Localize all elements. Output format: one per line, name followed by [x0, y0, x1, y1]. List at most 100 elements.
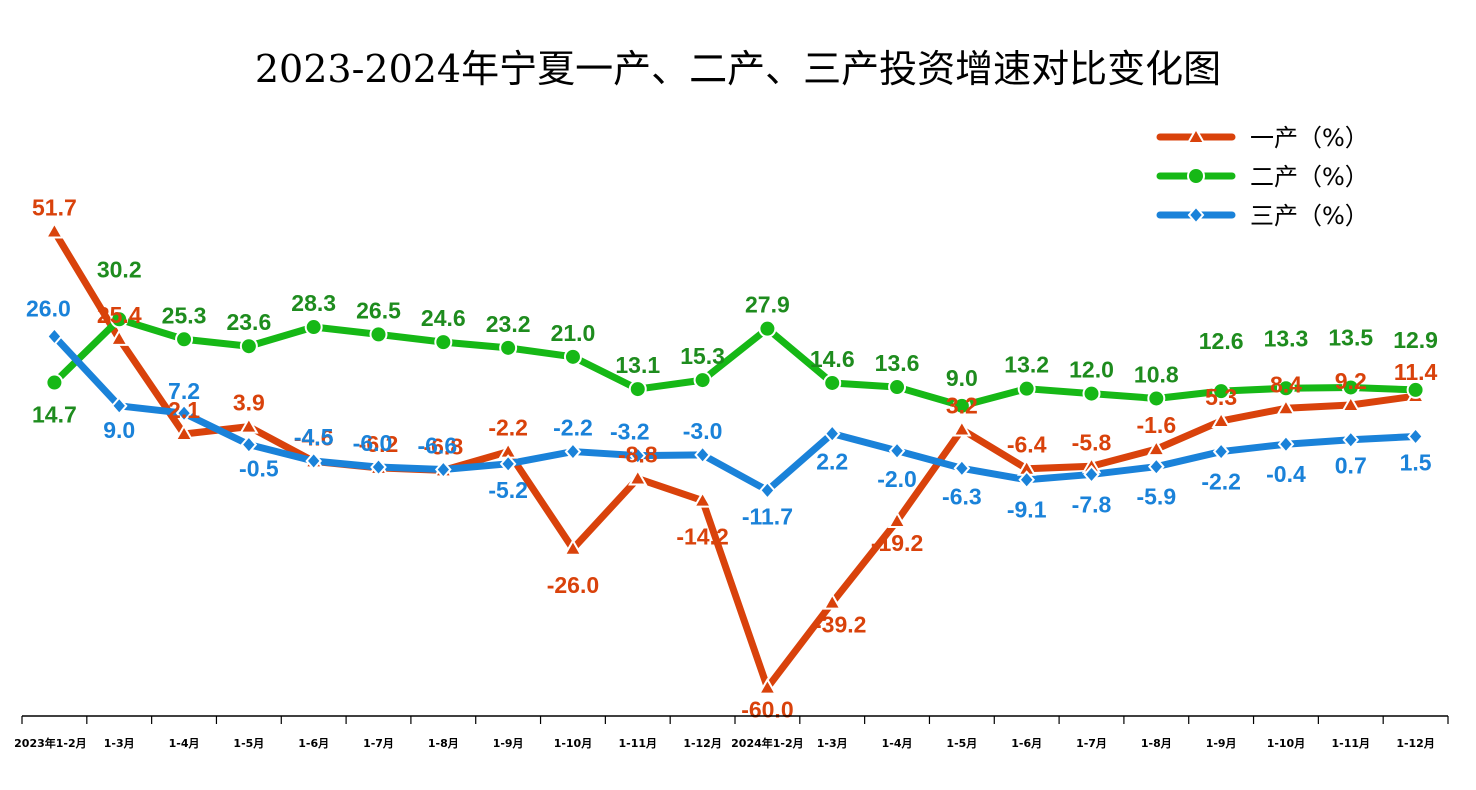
series-2-data-label: 12.9: [1393, 327, 1438, 353]
series-3-data-label: 2.2: [816, 449, 848, 475]
series-3-point: [1212, 442, 1230, 462]
series-3-data-label: -5.9: [1136, 484, 1176, 510]
series-3-point: [240, 435, 258, 455]
series-1-data-label: -6.4: [1007, 432, 1047, 458]
legend-swatch-marker: [1186, 126, 1206, 144]
series-1-data-label: 5.3: [1205, 384, 1237, 410]
series-1-data-label: -5.8: [1072, 429, 1112, 455]
series-3-data-label: -3.2: [610, 419, 650, 445]
series-1-data-label: -2.2: [488, 415, 528, 441]
series-3-point: [1083, 464, 1100, 484]
series-2-data-label: 25.3: [162, 302, 207, 328]
series-2-point: [434, 333, 453, 352]
series-3-point: [434, 460, 452, 480]
series-1-point: [628, 468, 648, 486]
series-3-data-label: -3.0: [683, 418, 723, 444]
series-3-point: [759, 480, 776, 500]
series-3-point: [888, 441, 906, 461]
series-2-point: [1406, 380, 1425, 399]
series-1-point: [44, 221, 65, 239]
x-tick-label: 1-11月: [1332, 737, 1371, 750]
series-1-point: [952, 419, 972, 437]
series-3-data-label: -0.4: [1266, 461, 1306, 487]
series-2-data-label: 12.6: [1199, 328, 1244, 354]
x-tick-label: 1-11月: [619, 737, 658, 750]
series-2-point: [888, 378, 907, 397]
series-2-data-label: 23.2: [486, 311, 531, 337]
series-2-point: [628, 380, 647, 399]
series-3-data-label: -6.6: [417, 433, 457, 459]
series-1-data-label: 9.2: [1335, 368, 1367, 394]
series-3-point: [1147, 457, 1165, 477]
series-2-point: [304, 318, 323, 337]
series-line-3: [50, 332, 1420, 494]
series-3-point: [1342, 430, 1360, 450]
x-tick-label: 1-3月: [817, 737, 848, 750]
series-3-data-label: 9.0: [103, 417, 135, 443]
legend-entry-label: 一产（%）: [1250, 124, 1369, 152]
series-2-point: [1082, 384, 1101, 403]
series-1-point: [1211, 410, 1231, 428]
series-2-data-label: 13.2: [1004, 352, 1049, 378]
x-tick-label: 1-8月: [428, 737, 459, 750]
x-tick-label: 1-4月: [169, 737, 200, 750]
series-3-data-label: 1.5: [1400, 449, 1432, 475]
series-2-point: [45, 373, 64, 392]
series-1-data-label: 11.4: [1394, 359, 1438, 385]
series-1-point: [1276, 398, 1296, 416]
series-3-data-label: -6.3: [942, 483, 982, 509]
x-axis: 2023年1-2月 1-3月 1-4月 1-5月 1-6月 1-7月 1-8月 1-9月 1-1…: [14, 715, 1449, 750]
series-2-point: [369, 325, 388, 344]
series-1-data-label: -60.0: [741, 697, 793, 723]
series-3-point: [564, 442, 582, 462]
x-tick-label: 1-10月: [1267, 737, 1306, 750]
series-3-point: [370, 457, 387, 477]
series-2-point: [1212, 382, 1231, 401]
series-3-point: [1018, 470, 1036, 490]
series-2-data-label: 13.1: [615, 352, 660, 378]
series-2-point: [110, 310, 129, 329]
series-3-data-label: -5.2: [488, 477, 528, 503]
x-tick-label: 1-10月: [554, 737, 593, 750]
series-2-data-label: 24.6: [421, 305, 466, 331]
series-2-point: [1017, 379, 1036, 398]
series-3-data-label: -11.7: [742, 503, 793, 529]
series-2-data-label: 15.3: [680, 343, 725, 369]
legend-swatch-marker: [1187, 205, 1205, 225]
series-2-point: [758, 319, 777, 338]
series-1-data-label: 51.7: [32, 194, 77, 220]
x-tick-label: 1-4月: [882, 737, 913, 750]
data-labels: 51.725.42.1 3.9-4.6 -6.2 -6.8-2.2-26.0-8.8-…: [26, 194, 1438, 722]
series-2-data-label: 23.6: [226, 309, 271, 335]
legend: 一产（%） 二产（%） 三产（%）: [1156, 124, 1369, 230]
series-1-data-label: -14.2: [676, 524, 728, 550]
x-tick-label: 2023年1-2月: [14, 736, 87, 750]
x-tick-label: 1-8月: [1141, 737, 1172, 750]
series-3-data-label: -6.0: [353, 430, 393, 456]
x-tick-label: 1-7月: [363, 737, 394, 750]
x-tick-label: 1-7月: [1076, 737, 1107, 750]
legend-entry-label: 三产（%）: [1250, 202, 1369, 230]
x-tick-label: 1-3月: [104, 737, 135, 750]
chart-title: 2023-2024年宁夏一产、二产、三产投资增速对比变化图: [254, 47, 1222, 91]
series-2-data-label: 14.6: [810, 346, 855, 372]
series-markers: [44, 221, 1426, 695]
series-2-data-label: 28.3: [291, 290, 336, 316]
legend-swatch-marker: [1187, 167, 1205, 185]
series-1-data-label: -4.6: [294, 424, 334, 450]
series-2-point: [1147, 389, 1166, 408]
series-2-point: [239, 337, 258, 356]
series-3-data-label: -2.2: [553, 415, 593, 441]
x-tick-label: 1-12月: [683, 737, 722, 750]
series-3-point: [1407, 426, 1424, 446]
x-tick-label: 1-9月: [1206, 737, 1237, 750]
series-1-point: [1341, 395, 1361, 413]
series-2-data-label: 26.5: [356, 297, 401, 323]
series-1-point: [757, 677, 778, 695]
series-3-data-label: -2.2: [1201, 469, 1241, 495]
x-tick-label: 1-5月: [946, 737, 977, 750]
series-3-point: [629, 446, 647, 466]
series-2-point: [1341, 378, 1360, 397]
series-3-data-label: 7.2: [168, 378, 200, 404]
series-2-point: [693, 371, 712, 390]
